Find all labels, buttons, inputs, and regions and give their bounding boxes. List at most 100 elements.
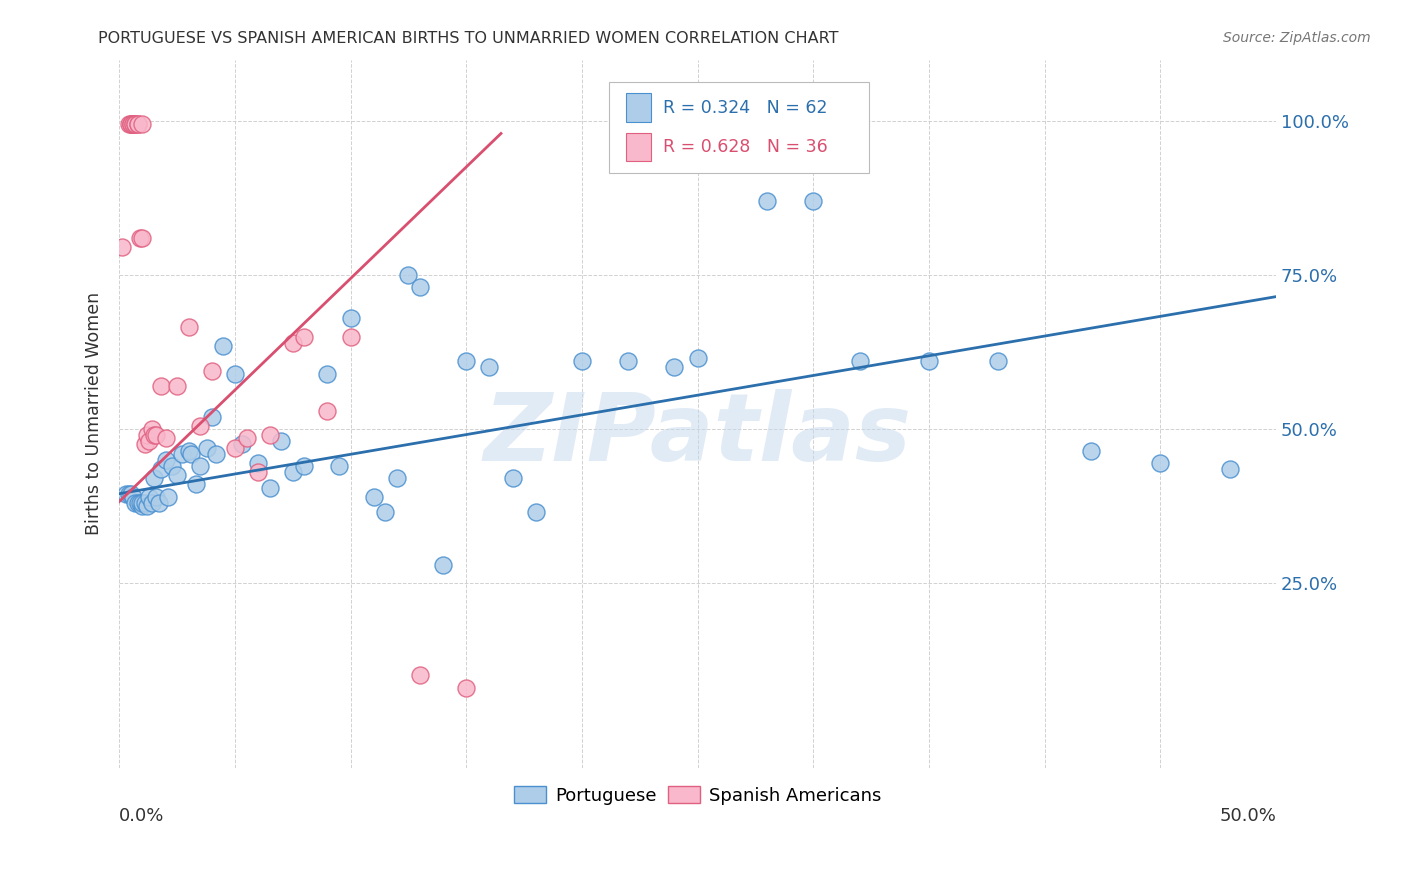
Point	[155, 431, 177, 445]
Point	[987, 354, 1010, 368]
Point	[124, 496, 146, 510]
Point	[1080, 443, 1102, 458]
Point	[148, 496, 170, 510]
Point	[316, 367, 339, 381]
Text: R = 0.628   N = 36: R = 0.628 N = 36	[662, 138, 828, 156]
Point	[328, 458, 350, 473]
Point	[409, 668, 432, 682]
Point	[162, 458, 184, 473]
Text: Source: ZipAtlas.com: Source: ZipAtlas.com	[1223, 31, 1371, 45]
Point	[363, 490, 385, 504]
Point	[1149, 456, 1171, 470]
Point	[374, 505, 396, 519]
Point	[339, 311, 361, 326]
Point	[127, 117, 149, 131]
Text: ZIPatlas: ZIPatlas	[484, 389, 911, 481]
Point	[120, 117, 142, 131]
Point	[136, 499, 159, 513]
Point	[801, 194, 824, 209]
Point	[292, 329, 315, 343]
Point	[664, 360, 686, 375]
Point	[127, 496, 149, 510]
Point	[143, 471, 166, 485]
Point	[117, 486, 139, 500]
Point	[432, 558, 454, 572]
Point	[166, 379, 188, 393]
Point	[235, 431, 257, 445]
Point	[149, 462, 172, 476]
Point	[188, 419, 211, 434]
Bar	[626, 94, 651, 121]
Point	[136, 428, 159, 442]
Text: PORTUGUESE VS SPANISH AMERICAN BIRTHS TO UNMARRIED WOMEN CORRELATION CHART: PORTUGUESE VS SPANISH AMERICAN BIRTHS TO…	[98, 31, 839, 46]
Point	[281, 465, 304, 479]
Point	[409, 280, 432, 294]
Point	[141, 422, 163, 436]
Point	[270, 434, 292, 449]
Point	[124, 117, 146, 131]
Point	[398, 268, 420, 282]
Point	[177, 320, 200, 334]
Point	[138, 434, 160, 449]
Text: 50.0%: 50.0%	[1219, 806, 1277, 824]
Point	[617, 354, 640, 368]
Point	[184, 477, 207, 491]
Point	[134, 496, 156, 510]
Point	[281, 335, 304, 350]
Point	[247, 465, 270, 479]
Text: 0.0%: 0.0%	[120, 806, 165, 824]
Text: R = 0.324   N = 62: R = 0.324 N = 62	[662, 99, 827, 117]
Point	[756, 194, 779, 209]
Point	[156, 490, 179, 504]
Y-axis label: Births to Unmarried Women: Births to Unmarried Women	[86, 292, 103, 535]
Point	[120, 486, 142, 500]
Point	[145, 490, 167, 504]
Point	[127, 117, 149, 131]
Point	[918, 354, 941, 368]
Point	[259, 481, 281, 495]
Point	[138, 490, 160, 504]
Point	[122, 117, 145, 131]
Point	[201, 363, 224, 377]
Point	[180, 447, 202, 461]
Point	[131, 117, 153, 131]
Point	[131, 231, 153, 245]
Point	[247, 456, 270, 470]
Point	[124, 117, 146, 131]
Point	[129, 231, 152, 245]
Point	[571, 354, 593, 368]
Point	[141, 496, 163, 510]
Point	[456, 681, 478, 695]
Point	[120, 117, 142, 131]
Point	[385, 471, 408, 485]
Point	[456, 354, 478, 368]
Point	[122, 490, 145, 504]
Point	[224, 441, 246, 455]
Point	[177, 443, 200, 458]
Point	[205, 447, 228, 461]
Point	[155, 453, 177, 467]
Point	[129, 496, 152, 510]
Point	[131, 499, 153, 513]
Point	[339, 329, 361, 343]
Point	[170, 447, 193, 461]
Point	[166, 468, 188, 483]
Point	[686, 351, 709, 366]
Point	[848, 354, 870, 368]
Point	[131, 496, 153, 510]
Point	[224, 367, 246, 381]
Point	[120, 117, 142, 131]
Point	[502, 471, 524, 485]
Point	[110, 240, 132, 254]
Point	[143, 428, 166, 442]
Legend: Portuguese, Spanish Americans: Portuguese, Spanish Americans	[506, 779, 889, 812]
Point	[117, 117, 139, 131]
Point	[231, 437, 253, 451]
FancyBboxPatch shape	[609, 82, 869, 173]
Point	[316, 403, 339, 417]
Point	[201, 409, 224, 424]
Point	[188, 458, 211, 473]
Bar	[626, 133, 651, 161]
Point	[145, 428, 167, 442]
Point	[134, 437, 156, 451]
